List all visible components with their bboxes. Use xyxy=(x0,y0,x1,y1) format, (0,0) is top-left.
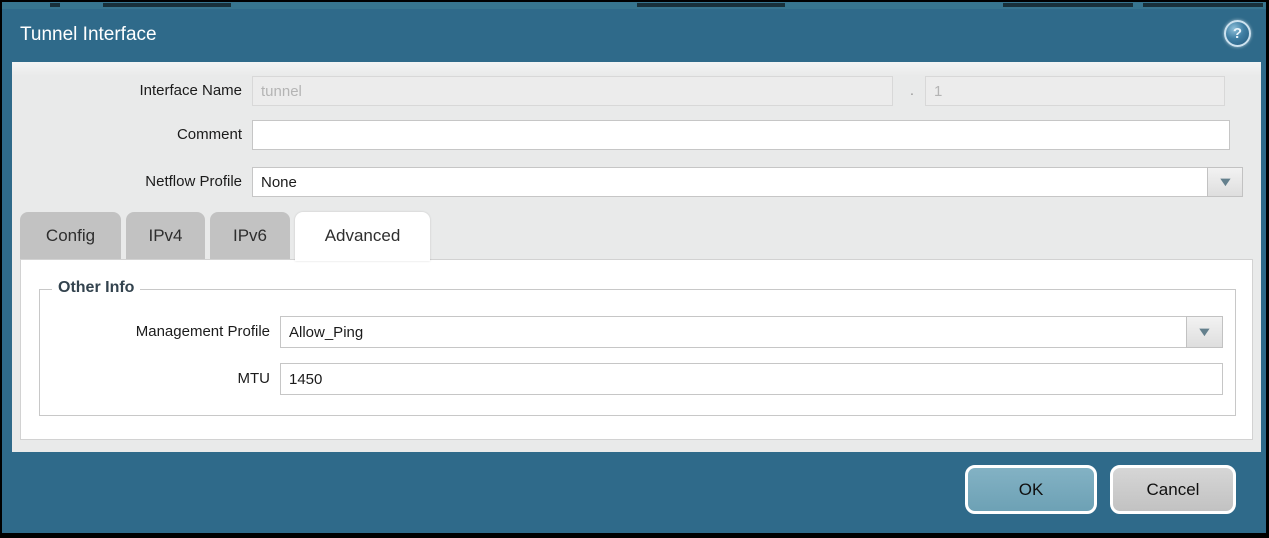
comment-label: Comment xyxy=(176,126,242,143)
management-profile-label: Management Profile xyxy=(135,323,270,340)
dialog-title: Tunnel Interface xyxy=(20,24,157,45)
chevron-down-icon: ▼ xyxy=(1216,174,1234,189)
dialog-titlebar: Tunnel Interface ? xyxy=(2,9,1266,62)
other-info-group: Other Info Management Profile ▼ MTU xyxy=(39,279,1236,416)
tab-config[interactable]: Config xyxy=(20,212,121,259)
dialog-body: Interface Name . Comment Netflow Profile… xyxy=(12,62,1261,452)
interface-name-label: Interface Name xyxy=(139,82,242,99)
interface-name-input xyxy=(252,76,893,106)
other-info-group-title: Other Info xyxy=(52,279,141,297)
chevron-down-icon: ▼ xyxy=(1195,324,1214,339)
cancel-button[interactable]: Cancel xyxy=(1110,465,1236,514)
help-icon[interactable]: ? xyxy=(1224,20,1251,47)
netflow-profile-dropdown-button[interactable]: ▼ xyxy=(1207,167,1243,197)
management-profile-dropdown-button[interactable]: ▼ xyxy=(1186,316,1223,348)
mtu-input[interactable] xyxy=(280,363,1223,395)
advanced-tab-panel: Other Info Management Profile ▼ MTU xyxy=(20,259,1253,440)
tab-advanced[interactable]: Advanced xyxy=(295,212,430,261)
tab-ipv4[interactable]: IPv4 xyxy=(126,212,205,259)
management-profile-select[interactable] xyxy=(280,316,1186,348)
tab-ipv6[interactable]: IPv6 xyxy=(210,212,290,259)
netflow-profile-label: Netflow Profile xyxy=(145,173,242,190)
tab-strip: Config IPv4 IPv6 Advanced xyxy=(20,212,430,261)
mtu-label: MTU xyxy=(237,370,271,387)
subinterface-separator: . xyxy=(909,82,915,99)
background-page-remnant xyxy=(2,2,1266,9)
comment-input[interactable] xyxy=(252,120,1230,150)
netflow-profile-select[interactable] xyxy=(252,167,1207,197)
subinterface-number-input xyxy=(925,76,1225,106)
ok-button[interactable]: OK xyxy=(965,465,1097,514)
